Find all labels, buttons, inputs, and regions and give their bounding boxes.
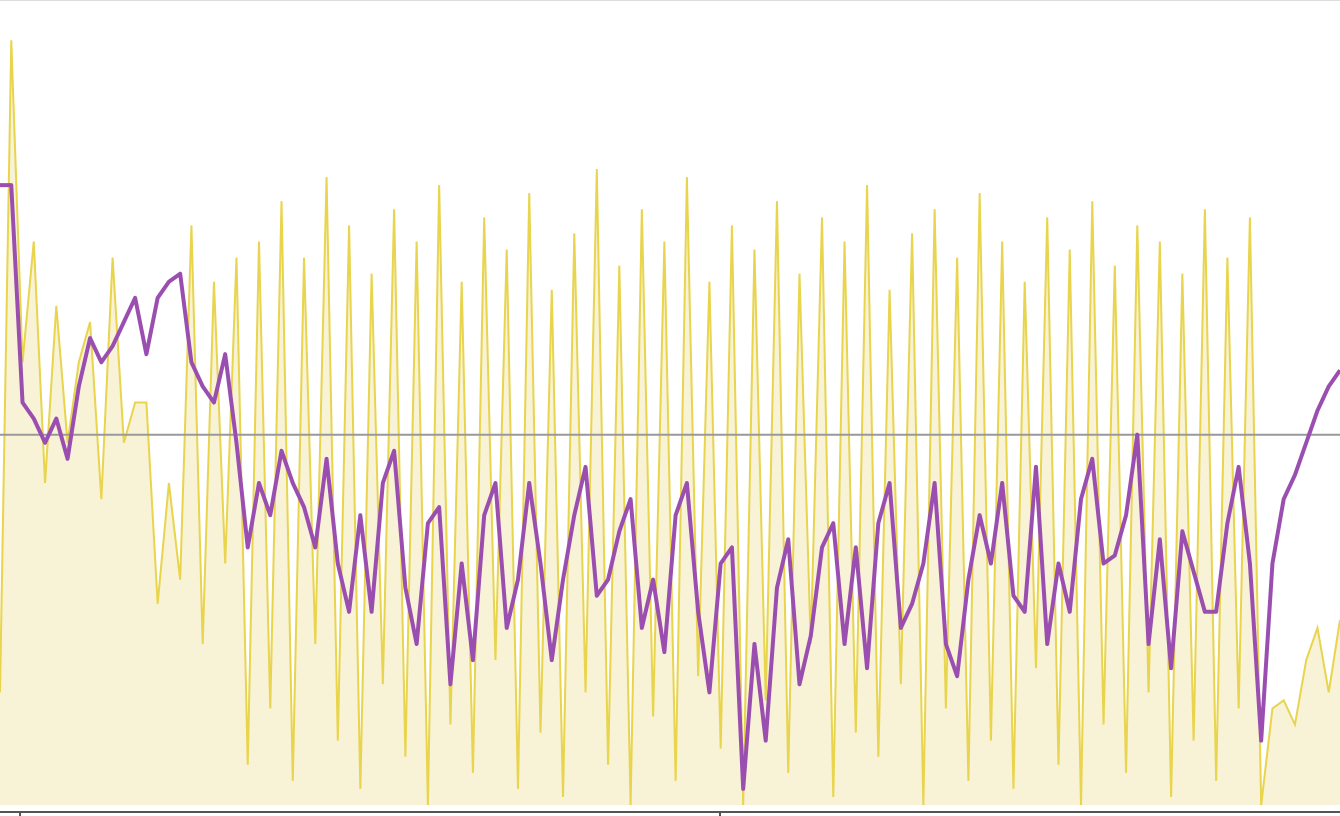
- line: [0, 183, 1340, 791]
- area-fill: [0, 40, 1340, 805]
- area-line: [0, 40, 1340, 806]
